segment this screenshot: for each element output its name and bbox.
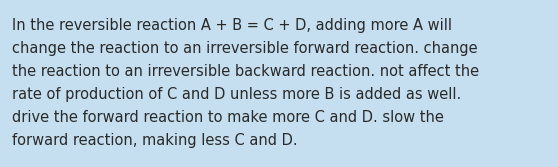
Text: change the reaction to an irreversible forward reaction. change: change the reaction to an irreversible f… <box>12 41 478 56</box>
Text: rate of production of C and D unless more B is added as well.: rate of production of C and D unless mor… <box>12 87 461 102</box>
Text: the reaction to an irreversible backward reaction. not affect the: the reaction to an irreversible backward… <box>12 64 479 79</box>
Text: drive the forward reaction to make more C and D. slow the: drive the forward reaction to make more … <box>12 110 444 125</box>
Text: forward reaction, making less C and D.: forward reaction, making less C and D. <box>12 133 297 148</box>
Text: In the reversible reaction A + B = C + D, adding more A will: In the reversible reaction A + B = C + D… <box>12 18 452 33</box>
